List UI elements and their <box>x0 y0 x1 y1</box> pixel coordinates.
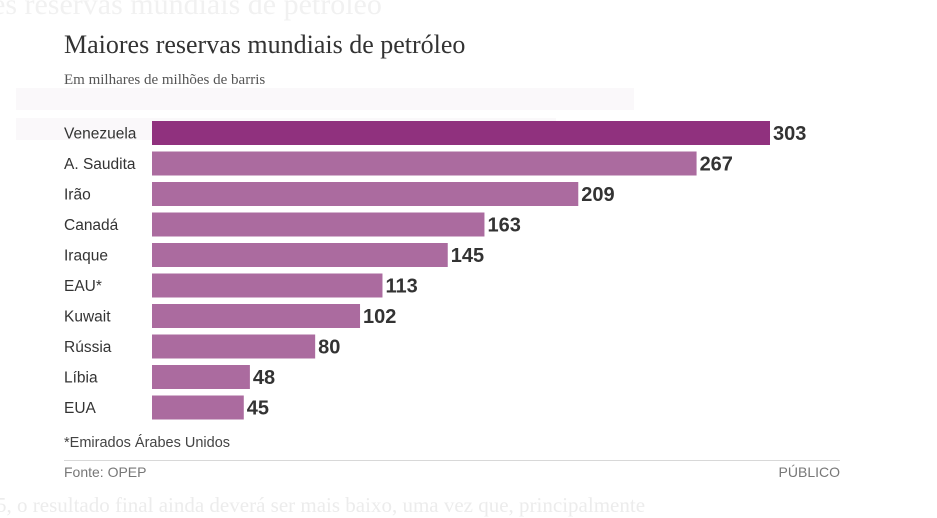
category-label: Canadá <box>64 217 119 234</box>
value-label: 45 <box>247 398 269 420</box>
bar <box>152 151 697 176</box>
category-label: Iraque <box>64 248 108 265</box>
category-label: Kuwait <box>64 309 111 326</box>
value-label: 102 <box>363 306 396 328</box>
category-label: EUA <box>64 400 97 417</box>
bar <box>152 395 244 420</box>
value-label: 80 <box>318 337 340 359</box>
category-label: A. Saudita <box>64 156 136 173</box>
category-label: Venezuela <box>64 126 137 143</box>
background-text: 5, o resultado final ainda deverá ser ma… <box>0 493 646 517</box>
bar <box>152 334 316 359</box>
bar-chart: Venezuela 303 A. Saudita 267 Irão 209 Canadá 16… <box>64 121 806 420</box>
chart-source: Fonte: OPEP <box>64 464 147 480</box>
category-label: EAU* <box>64 278 102 295</box>
value-label: 303 <box>773 123 806 145</box>
value-label: 113 <box>385 276 417 298</box>
bar <box>152 365 250 389</box>
divider <box>64 460 840 461</box>
value-label: 209 <box>581 184 614 206</box>
bar <box>152 121 770 145</box>
value-label: 163 <box>487 215 520 237</box>
chart-title: Maiores reservas mundiais de petróleo <box>64 30 466 59</box>
bar <box>152 212 485 237</box>
value-label: 48 <box>253 367 275 389</box>
value-label: 145 <box>451 245 484 267</box>
background-bar <box>16 88 634 110</box>
brand-label: PÚBLICO <box>778 464 840 480</box>
bar <box>152 182 579 206</box>
category-label: Irão <box>64 187 91 204</box>
chart-subtitle: Em milhares de milhões de barris <box>64 72 266 88</box>
bar <box>152 304 361 328</box>
chart-note: *Emirados Árabes Unidos <box>64 435 231 451</box>
category-label: Líbia <box>64 370 98 387</box>
background-title: es reservas mundiais de petróleo <box>0 0 382 21</box>
value-label: 267 <box>700 154 733 176</box>
bar <box>152 243 448 267</box>
bar <box>152 273 383 298</box>
category-label: Rússia <box>64 339 112 356</box>
